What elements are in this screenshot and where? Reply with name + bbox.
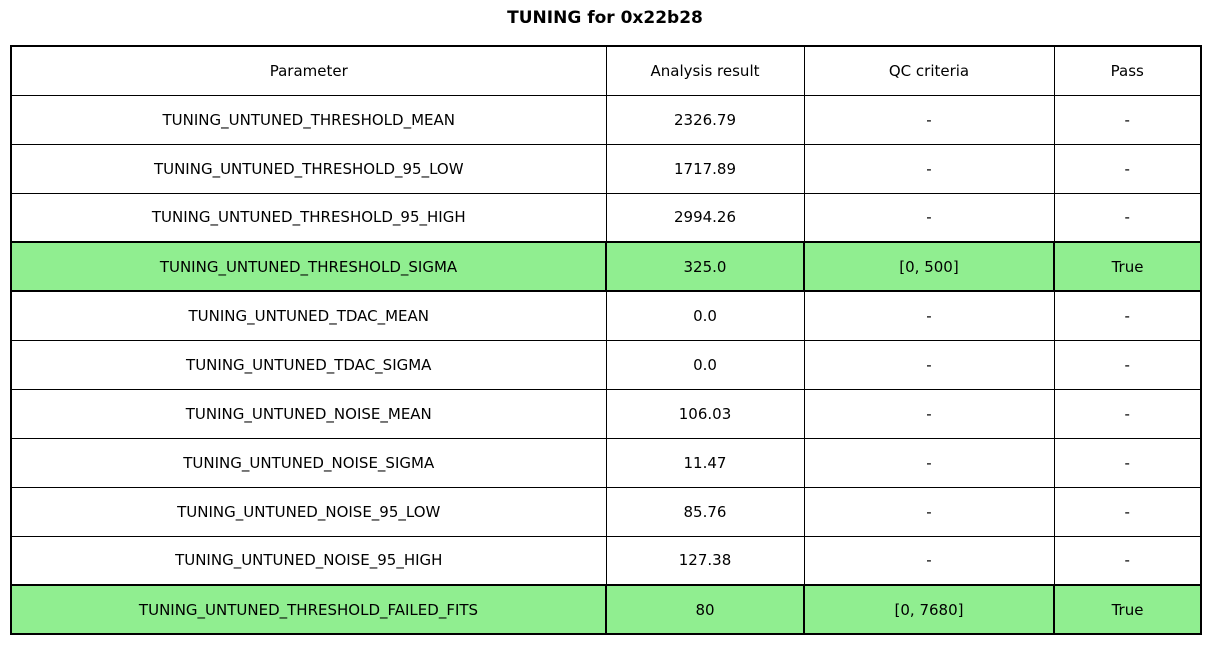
analysis-result-cell: 127.38 xyxy=(605,535,805,586)
qc-criteria-cell: - xyxy=(803,388,1055,439)
table-row: TUNING_UNTUNED_THRESHOLD_MEAN 2326.79- - xyxy=(10,94,1202,145)
table-row: TUNING_UNTUNED_NOISE_95_LOW 85.76- - xyxy=(10,486,1202,537)
pass-cell: - xyxy=(1053,339,1202,390)
parameter-cell: TUNING_UNTUNED_THRESHOLD_95_HIGH xyxy=(10,192,607,243)
pass-cell: - xyxy=(1053,143,1202,194)
qc-criteria-cell: [0, 500] xyxy=(803,241,1055,292)
qc-criteria-cell: - xyxy=(803,143,1055,194)
table-row: TUNING_UNTUNED_TDAC_MEAN 0.0- - xyxy=(10,290,1202,341)
table-row: TUNING_UNTUNED_NOISE_MEAN 106.03- - xyxy=(10,388,1202,439)
qc-criteria-cell: - xyxy=(803,437,1055,488)
pass-cell: - xyxy=(1053,535,1202,586)
parameter-cell: TUNING_UNTUNED_TDAC_MEAN xyxy=(10,290,607,341)
pass-cell: True xyxy=(1053,584,1202,635)
qc-criteria-cell: - xyxy=(803,535,1055,586)
pass-cell: - xyxy=(1053,192,1202,243)
pass-cell: True xyxy=(1053,241,1202,292)
pass-cell: - xyxy=(1053,486,1202,537)
table-row: TUNING_UNTUNED_TDAC_SIGMA 0.0- - xyxy=(10,339,1202,390)
parameter-cell: TUNING_UNTUNED_TDAC_SIGMA xyxy=(10,339,607,390)
parameter-cell: TUNING_UNTUNED_THRESHOLD_FAILED_FITS xyxy=(10,584,607,635)
parameter-cell: TUNING_UNTUNED_THRESHOLD_95_LOW xyxy=(10,143,607,194)
column-header-pass: Pass xyxy=(1053,45,1202,96)
qc-criteria-cell: - xyxy=(803,486,1055,537)
analysis-result-cell: 0.0 xyxy=(605,339,805,390)
pass-cell: - xyxy=(1053,437,1202,488)
qc-criteria-cell: - xyxy=(803,192,1055,243)
column-header-analysis-result: Analysis result xyxy=(605,45,805,96)
qc-criteria-cell: - xyxy=(803,339,1055,390)
pass-cell: - xyxy=(1053,388,1202,439)
parameter-cell: TUNING_UNTUNED_NOISE_95_LOW xyxy=(10,486,607,537)
pass-cell: - xyxy=(1053,290,1202,341)
analysis-result-cell: 1717.89 xyxy=(605,143,805,194)
parameter-cell: TUNING_UNTUNED_NOISE_SIGMA xyxy=(10,437,607,488)
analysis-result-cell: 325.0 xyxy=(605,241,805,292)
qc-criteria-cell: - xyxy=(803,94,1055,145)
qc-criteria-cell: [0, 7680] xyxy=(803,584,1055,635)
pass-cell: - xyxy=(1053,94,1202,145)
table-row: TUNING_UNTUNED_THRESHOLD_FAILED_FITS 80 [0… xyxy=(10,584,1202,635)
analysis-result-cell: 2326.79 xyxy=(605,94,805,145)
column-header-qc-criteria: QC criteria xyxy=(803,45,1055,96)
table-body: TUNING_UNTUNED_THRESHOLD_MEAN 2326.79- - TU… xyxy=(10,94,1202,635)
table-row: TUNING_UNTUNED_NOISE_SIGMA 11.47- - xyxy=(10,437,1202,488)
parameter-cell: TUNING_UNTUNED_NOISE_MEAN xyxy=(10,388,607,439)
parameter-cell: TUNING_UNTUNED_THRESHOLD_MEAN xyxy=(10,94,607,145)
chart-title: TUNING for 0x22b28 xyxy=(507,8,703,28)
analysis-result-cell: 11.47 xyxy=(605,437,805,488)
table-row: TUNING_UNTUNED_THRESHOLD_95_HIGH 2994.26-… xyxy=(10,192,1202,243)
qc-criteria-cell: - xyxy=(803,290,1055,341)
table-row: TUNING_UNTUNED_NOISE_95_HIGH 127.38- - xyxy=(10,535,1202,586)
table-header: Parameter Analysis result QC criteria Pa… xyxy=(10,45,1202,96)
analysis-result-cell: 0.0 xyxy=(605,290,805,341)
analysis-result-cell: 80 xyxy=(605,584,805,635)
analysis-result-cell: 106.03 xyxy=(605,388,805,439)
analysis-result-cell: 85.76 xyxy=(605,486,805,537)
analysis-result-cell: 2994.26 xyxy=(605,192,805,243)
column-header-parameter: Parameter xyxy=(10,45,607,96)
parameter-cell: TUNING_UNTUNED_THRESHOLD_SIGMA xyxy=(10,241,607,292)
qc-summary-table: Parameter Analysis result QC criteria Pa… xyxy=(10,45,1202,635)
table-row: TUNING_UNTUNED_THRESHOLD_SIGMA 325.0 [0, 5… xyxy=(10,241,1202,292)
header-row: Parameter Analysis result QC criteria Pa… xyxy=(10,45,1202,96)
parameter-cell: TUNING_UNTUNED_NOISE_95_HIGH xyxy=(10,535,607,586)
table-row: TUNING_UNTUNED_THRESHOLD_95_LOW 1717.89- - xyxy=(10,143,1202,194)
